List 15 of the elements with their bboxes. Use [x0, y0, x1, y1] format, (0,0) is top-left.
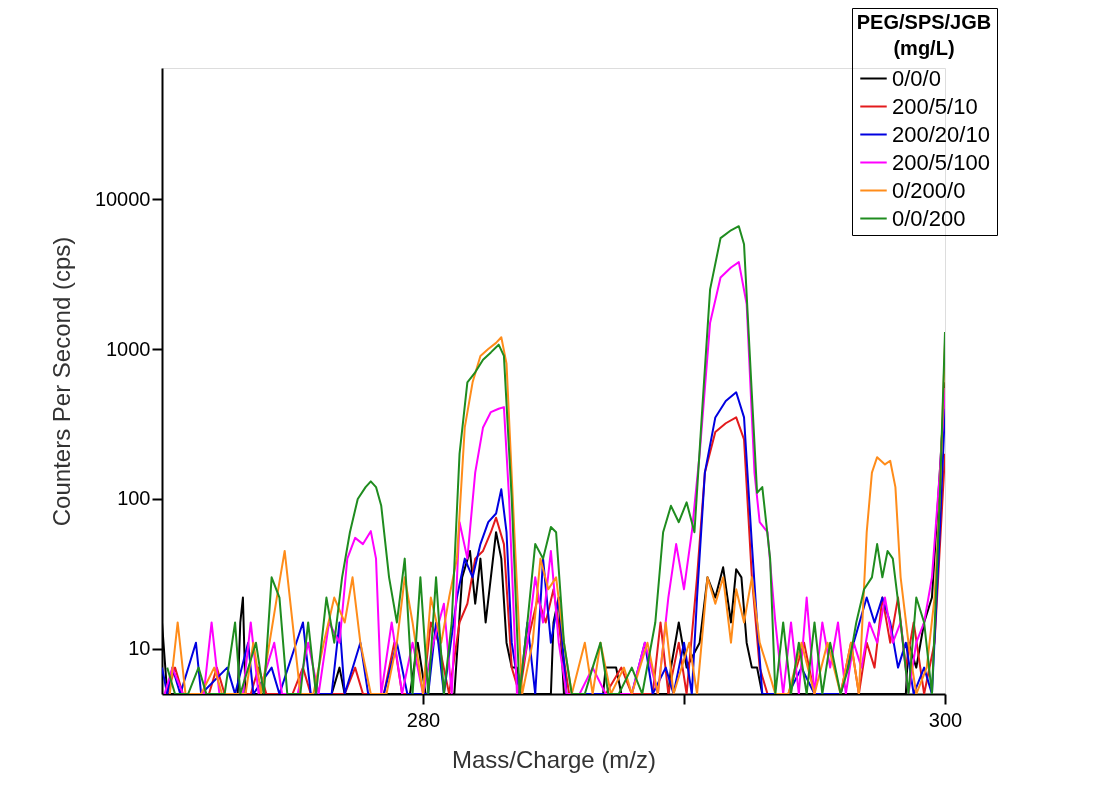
y-axis-title: Counters Per Second (cps) [47, 236, 75, 527]
legend-label: 200/20/10 [892, 121, 990, 147]
legend-label: 0/0/0 [892, 65, 941, 91]
legend-label: 200/5/100 [892, 149, 990, 175]
legend-label: 0/200/0 [892, 177, 966, 203]
legend-label: 0/0/200 [892, 205, 966, 231]
y-tick-label: 10 [128, 637, 151, 660]
y-tick-label: 10000 [94, 187, 151, 210]
legend-title: PEG/SPS/JGB (mg/L) [856, 11, 992, 59]
x-axis-title: Mass/Charge (m/z) [451, 745, 657, 773]
y-tick-label: 1000 [106, 337, 151, 360]
y-tick-label: 100 [117, 487, 151, 510]
x-tick-label: 280 [406, 708, 441, 731]
x-tick-label: 300 [928, 708, 963, 731]
legend-label: 200/5/10 [892, 93, 978, 119]
